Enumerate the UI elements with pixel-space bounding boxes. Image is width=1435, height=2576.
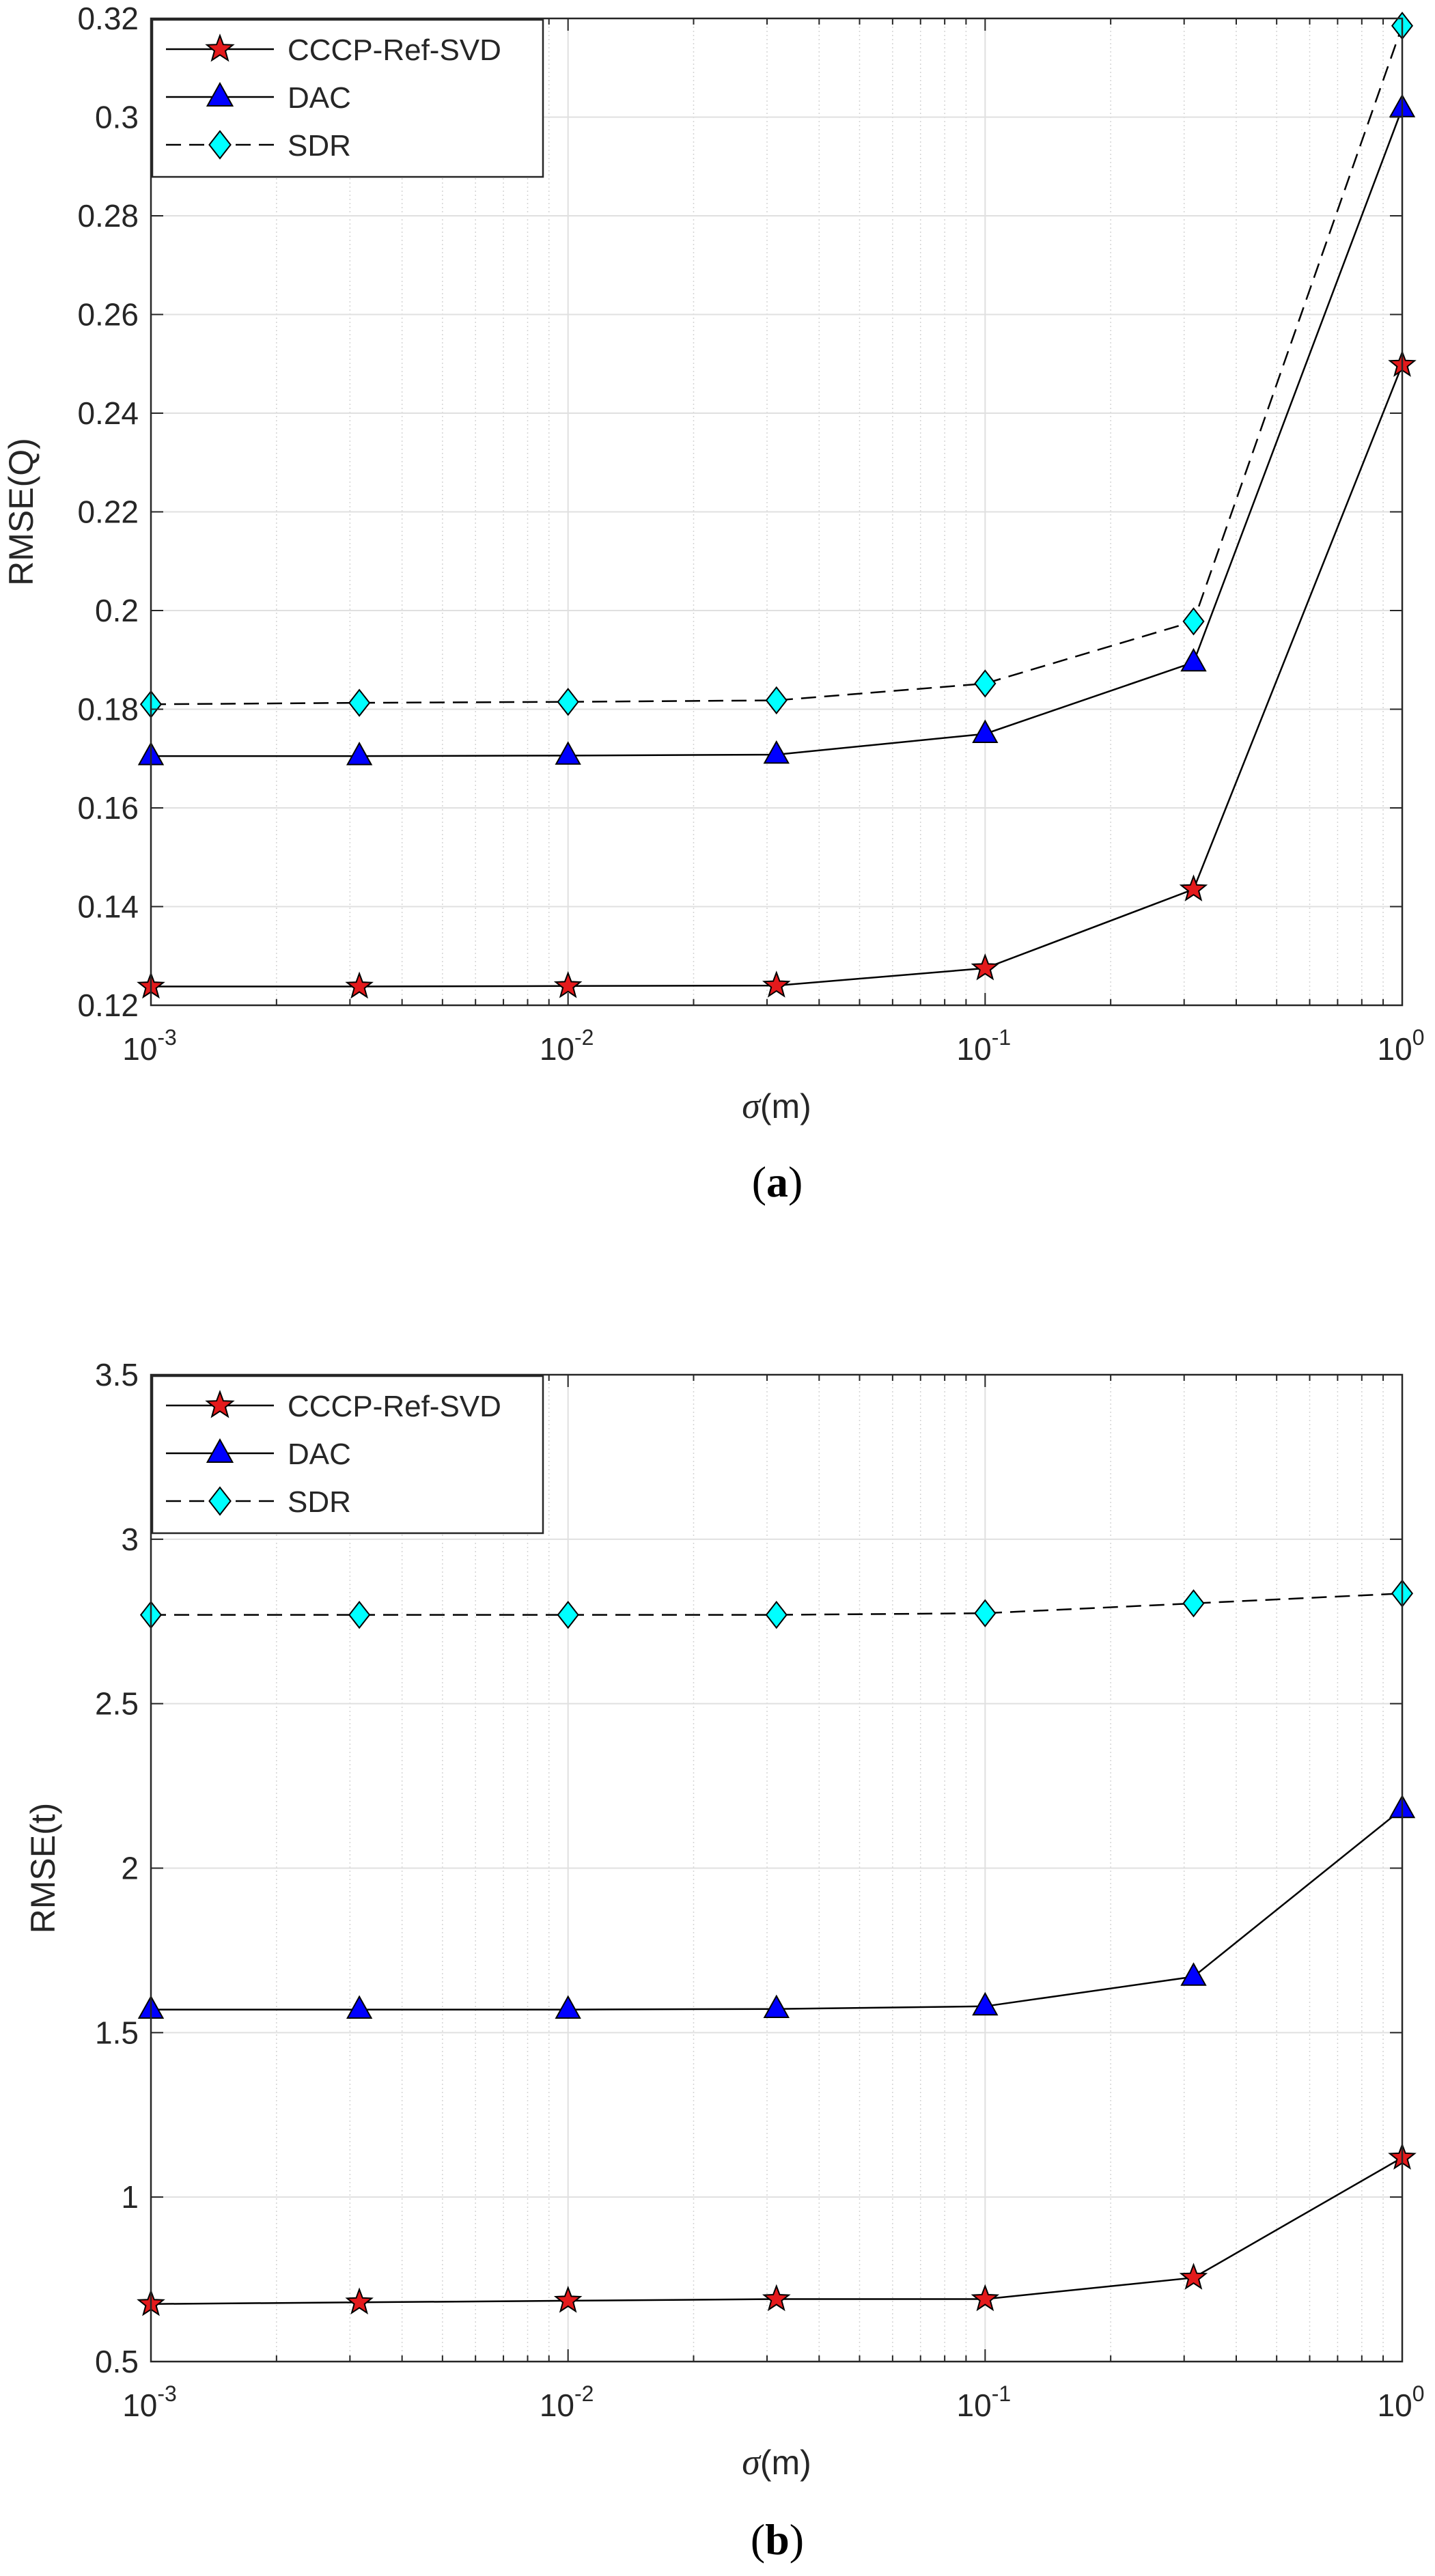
legend-label: SDR	[288, 1485, 351, 1519]
y-tick-label: 0.2	[95, 593, 139, 628]
data-point-cccp-ref-svd	[345, 2287, 374, 2315]
legend-label: CCCP-Ref-SVD	[288, 33, 501, 67]
data-point-dac	[555, 1995, 581, 2019]
panel-caption: (a)	[752, 1158, 803, 1206]
x-tick-label: 10-2	[540, 1025, 594, 1067]
legend-marker-cccp-ref-svd	[205, 1390, 235, 1418]
x-tick-label: 100	[1378, 2381, 1425, 2423]
legend-marker-sdr	[208, 130, 232, 160]
data-point-cccp-ref-svd	[345, 971, 374, 999]
y-tick-label: 0.12	[77, 988, 139, 1023]
y-tick-label: 0.3	[95, 100, 139, 135]
y-tick-label: 0.24	[77, 395, 139, 431]
y-tick-label: 2.5	[95, 1686, 139, 1722]
legend-marker-cccp-ref-svd	[205, 33, 235, 62]
data-point-dac	[1180, 1962, 1207, 1986]
data-point-sdr	[974, 669, 997, 698]
y-tick-label: 3.5	[95, 1357, 139, 1392]
x-tick-label: 100	[1378, 1025, 1425, 1067]
legend-marker-dac	[206, 81, 234, 107]
data-point-cccp-ref-svd	[1179, 2263, 1208, 2290]
x-tick-label: 10-1	[957, 1025, 1012, 1067]
data-point-sdr	[348, 688, 371, 717]
data-point-sdr	[1182, 607, 1205, 636]
panel-caption: (b)	[751, 2515, 804, 2564]
y-tick-label: 0.22	[77, 494, 139, 530]
y-axis-label: RMSE(Q)	[2, 438, 40, 586]
data-point-cccp-ref-svd	[971, 953, 1000, 981]
data-point-cccp-ref-svd	[1179, 874, 1208, 901]
y-tick-label: 0.18	[77, 692, 139, 727]
data-point-dac	[346, 742, 373, 766]
legend-label: DAC	[288, 81, 351, 115]
data-point-dac	[1180, 647, 1207, 672]
x-axis-label: σ(m)	[742, 2441, 811, 2482]
data-point-cccp-ref-svd	[762, 970, 791, 998]
data-point-cccp-ref-svd	[553, 970, 583, 998]
y-tick-label: 2	[121, 1851, 139, 1886]
data-point-cccp-ref-svd	[553, 2286, 583, 2313]
legend: CCCP-Ref-SVD DAC SDR	[151, 18, 544, 178]
y-tick-label: 0.26	[77, 297, 139, 333]
data-point-cccp-ref-svd	[971, 2284, 1000, 2312]
data-point-sdr	[348, 1600, 371, 1629]
y-tick-label: 0.28	[77, 198, 139, 234]
data-point-dac	[763, 1994, 790, 2018]
y-tick-label: 0.5	[95, 2344, 139, 2379]
x-tick-label: 10-2	[540, 2381, 594, 2423]
legend: CCCP-Ref-SVD DAC SDR	[151, 1375, 544, 1535]
panel-b-chart: 10-3 10-2 10-1 100 0.5 1 1.5 2 2.5 3 3.5 σ(m) RMSE(t…	[24, 1357, 1424, 2564]
legend-label: CCCP-Ref-SVD	[288, 1390, 501, 1423]
legend-label: SDR	[288, 129, 351, 163]
x-axis-label: σ(m)	[742, 1085, 811, 1126]
y-tick-label: 0.32	[77, 1, 139, 36]
y-tick-label: 0.16	[77, 790, 139, 826]
y-tick-label: 3	[121, 1522, 139, 1557]
data-point-sdr	[765, 686, 788, 715]
data-point-dac	[555, 741, 581, 765]
y-axis-label: RMSE(t)	[24, 1803, 62, 1934]
data-point-sdr	[557, 688, 579, 716]
y-tick-label: 1.5	[95, 2015, 139, 2050]
data-point-sdr	[974, 1599, 997, 1627]
x-tick-label: 10-3	[122, 1025, 177, 1067]
legend-label: DAC	[288, 1438, 351, 1471]
data-point-cccp-ref-svd	[762, 2284, 791, 2312]
data-point-dac	[763, 740, 790, 764]
data-point-dac	[346, 1995, 373, 2019]
data-point-sdr	[765, 1600, 788, 1629]
data-point-dac	[972, 719, 999, 743]
data-point-dac	[972, 1991, 999, 2016]
x-tick-label: 10-3	[122, 2381, 177, 2423]
y-tick-label: 0.14	[77, 889, 139, 925]
data-point-sdr	[1182, 1589, 1205, 1618]
data-point-sdr	[557, 1600, 579, 1629]
legend-marker-sdr	[208, 1486, 232, 1516]
y-tick-label: 1	[121, 2179, 139, 2215]
x-tick-label: 10-1	[957, 2381, 1012, 2423]
panel-a-chart: 10-3 10-2 10-1 100 0.12 0.14 0.16 0.18 0.2 0.22 0.…	[2, 1, 1424, 1206]
legend-marker-dac	[206, 1438, 234, 1463]
